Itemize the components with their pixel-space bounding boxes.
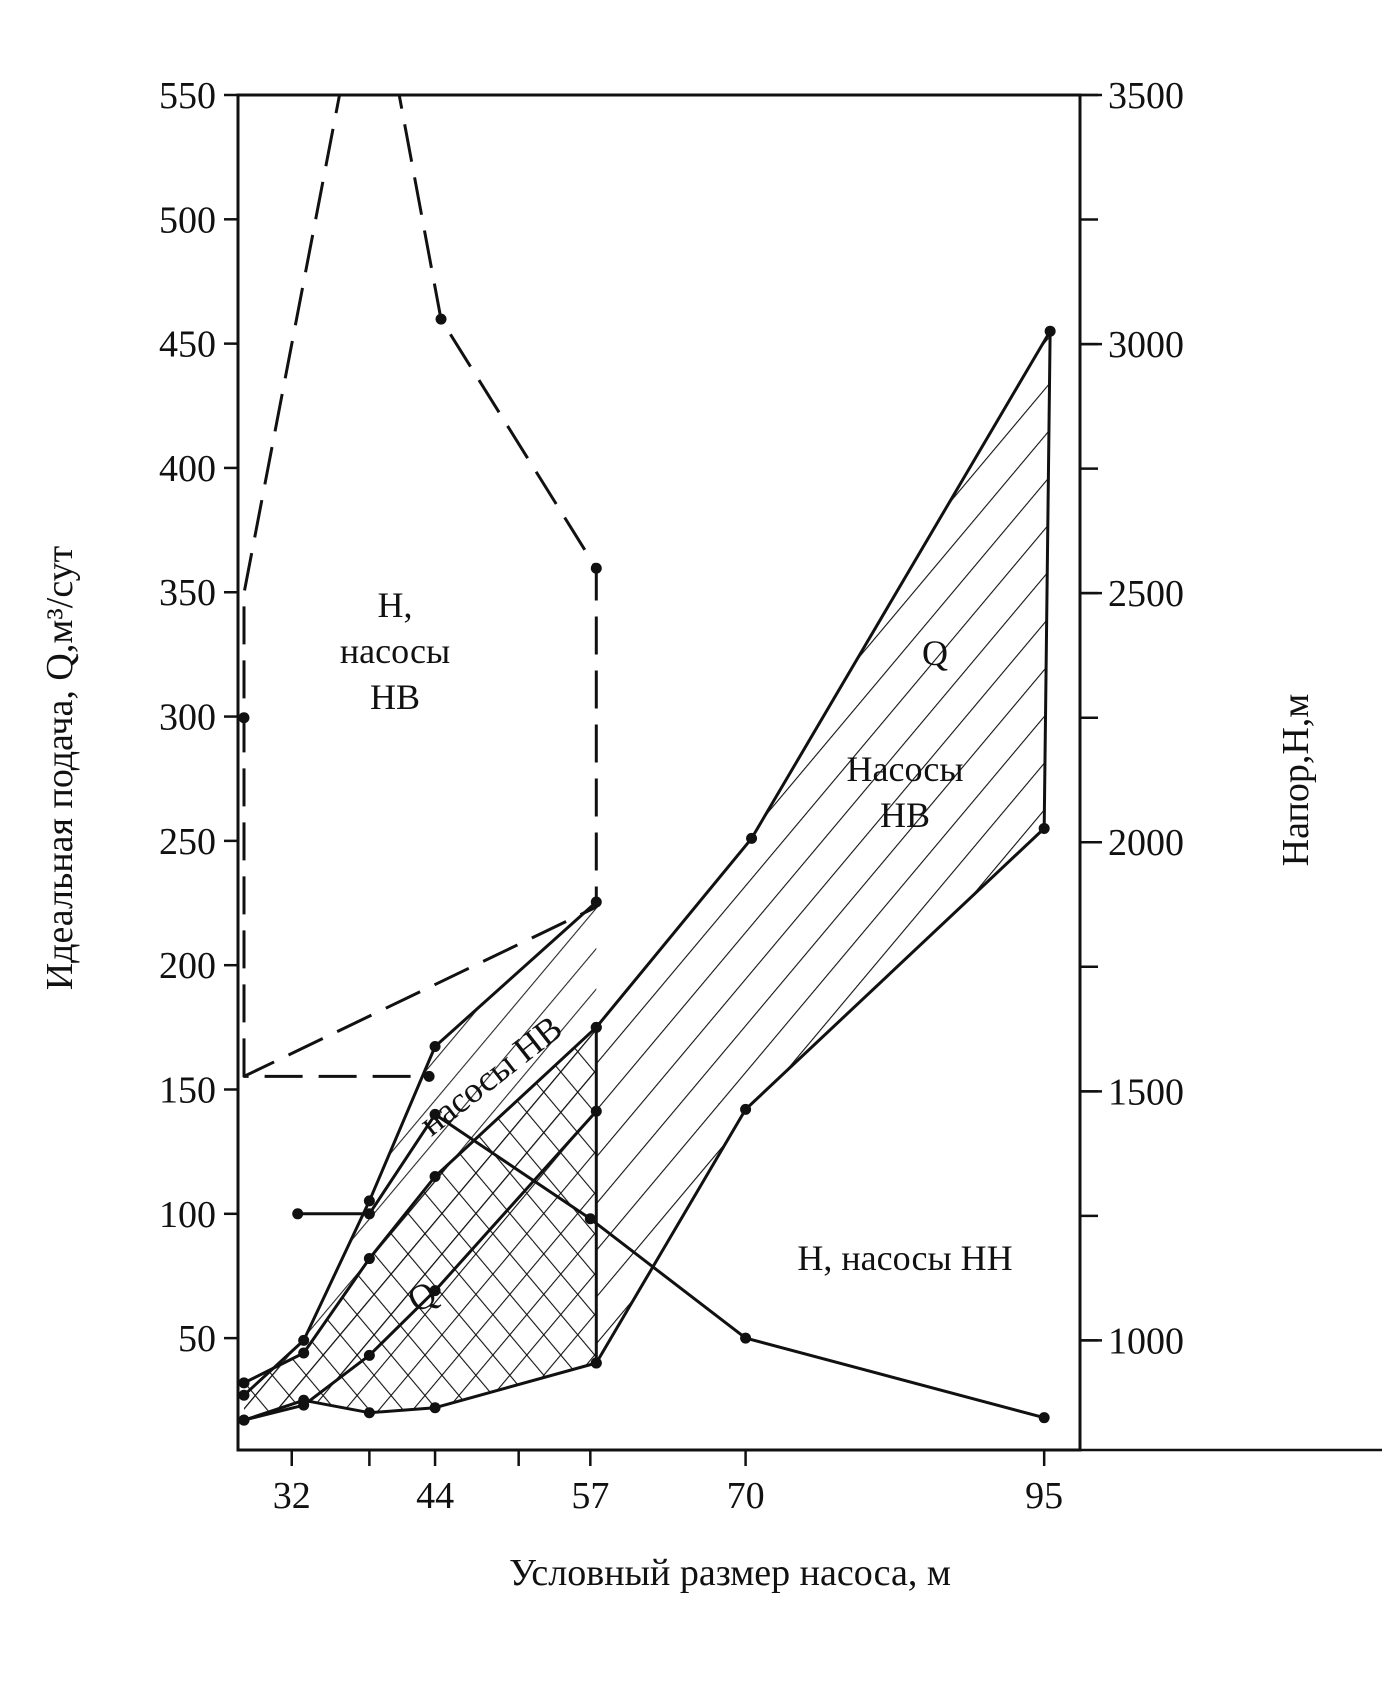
point-H_NV_solid_lower-2 [363, 1349, 375, 1361]
point-H_NV_solid_lower-4 [590, 1105, 602, 1117]
x-tick-label-44: 44 [416, 1475, 454, 1517]
left-tick-label-200: 200 [159, 945, 216, 987]
point-H_NV_solid_upper-3 [429, 1040, 441, 1052]
left-tick-label-150: 150 [159, 1069, 216, 1111]
left-tick-label-350: 350 [159, 572, 216, 614]
region-label-0: Н, насосы НВ [340, 585, 450, 717]
x-tick-label-57: 57 [571, 1475, 609, 1517]
point-H_NV_solid_lower-3 [429, 1285, 441, 1297]
point-H_NN-3 [584, 1213, 596, 1225]
left-tick-label-500: 500 [159, 199, 216, 241]
point-H_NV_solid_upper-1 [298, 1334, 310, 1346]
point-Q_NV_upper-1 [298, 1347, 310, 1359]
hatch-region-large-nv [596, 331, 1051, 1364]
point-Q_NV_big_upper-1 [746, 832, 758, 844]
point-H_NV_solid_upper-4 [590, 896, 602, 908]
region-label-1: Q [922, 633, 948, 673]
left-tick-label-100: 100 [159, 1194, 216, 1236]
right-tick-label-2500: 2500 [1108, 573, 1184, 615]
right-tick-label-2000: 2000 [1108, 822, 1184, 864]
point-Q_NV_upper-0 [238, 1377, 250, 1389]
point-Q_NV_upper-2 [363, 1253, 375, 1265]
point-Q_NV_big_lower-0 [590, 1357, 602, 1369]
left-tick-label-400: 400 [159, 448, 216, 490]
point-H_NV_dashed-3 [423, 1070, 435, 1082]
plot-frame [236, 93, 1382, 1452]
region-label-5: Н, насосы НН [797, 1238, 1012, 1278]
point-H_NV_solid_lower-0 [238, 1414, 250, 1426]
region-label-0-line-0: Н, [378, 585, 413, 625]
region-label-2-line-1: НВ [880, 795, 930, 835]
point-H_NV_solid_lower-1 [298, 1399, 310, 1411]
left-axis: 50 100 150 200 250 300 350 400 450 500 550 [159, 75, 238, 1360]
point-Q_NV_big_lower-1 [740, 1103, 752, 1115]
left-axis-title: Идеальная подача, Q,м³/сут [39, 545, 81, 990]
region-label-0-line-2: НВ [370, 677, 420, 717]
right-tick-label-3500: 3500 [1108, 75, 1184, 117]
x-axis-title: Условный размер насоса, м [509, 1552, 951, 1594]
plot-area-border [236, 93, 1082, 1452]
point-Q_NV_upper-3 [429, 1171, 441, 1183]
point-H_NN-4 [740, 1332, 752, 1344]
series-H_NN [297, 1112, 1045, 1420]
point-H_NN-0 [292, 1208, 304, 1220]
left-tick-label-250: 250 [159, 821, 216, 863]
right-tick-label-1000: 1000 [1108, 1320, 1184, 1362]
point-H_NN-5 [1038, 1412, 1050, 1424]
right-axis: 1000 1500 2000 2500 3000 3500 [1080, 75, 1184, 1362]
left-tick-label-50: 50 [178, 1318, 216, 1360]
point-H_NV_dashed-2 [590, 562, 602, 574]
left-tick-label-450: 450 [159, 324, 216, 366]
x-tick-label-70: 70 [727, 1475, 765, 1517]
point-H_NV_solid_upper-0 [238, 1389, 250, 1401]
right-axis-title: Напор,Н,м [1275, 694, 1317, 867]
point-Q_NV_big_lower-2 [1038, 822, 1050, 834]
region-label-5-line-0: Н, насосы НН [797, 1238, 1012, 1278]
point-Q_NV_big_upper-2 [1044, 325, 1056, 337]
region-label-1-line-0: Q [922, 633, 948, 673]
point-H_NN-1 [363, 1208, 375, 1220]
point-H_NN-2 [429, 1108, 441, 1120]
point-H_NV_solid_upper-2 [363, 1195, 375, 1207]
point-Q_NV_big_upper-0 [590, 1021, 602, 1033]
hatched-regions [244, 331, 1051, 1421]
data-points [238, 313, 1056, 1426]
series-H_NV_dashed [242, 93, 598, 1078]
region-label-2: Насосы НВ [846, 749, 963, 835]
right-tick-label-1500: 1500 [1108, 1071, 1184, 1113]
region-label-2-line-0: Насосы [846, 749, 963, 789]
region-label-0-line-1: насосы [340, 631, 450, 671]
left-tick-label-300: 300 [159, 697, 216, 739]
point-H_NV_dashed-0 [238, 712, 250, 724]
x-tick-label-95: 95 [1025, 1475, 1063, 1517]
x-axis: 32 44 57 70 95 [273, 1450, 1063, 1517]
point-Q_NV_lower-2 [363, 1407, 375, 1419]
series-Q_NV_big_edge [1042, 331, 1052, 829]
hatch-region-small-h [244, 902, 597, 1421]
point-H_NV_dashed-1 [435, 313, 447, 325]
right-tick-label-3000: 3000 [1108, 324, 1184, 366]
point-Q_NV_lower-3 [429, 1402, 441, 1414]
x-tick-label-32: 32 [273, 1475, 311, 1517]
left-tick-label-550: 550 [159, 75, 216, 117]
